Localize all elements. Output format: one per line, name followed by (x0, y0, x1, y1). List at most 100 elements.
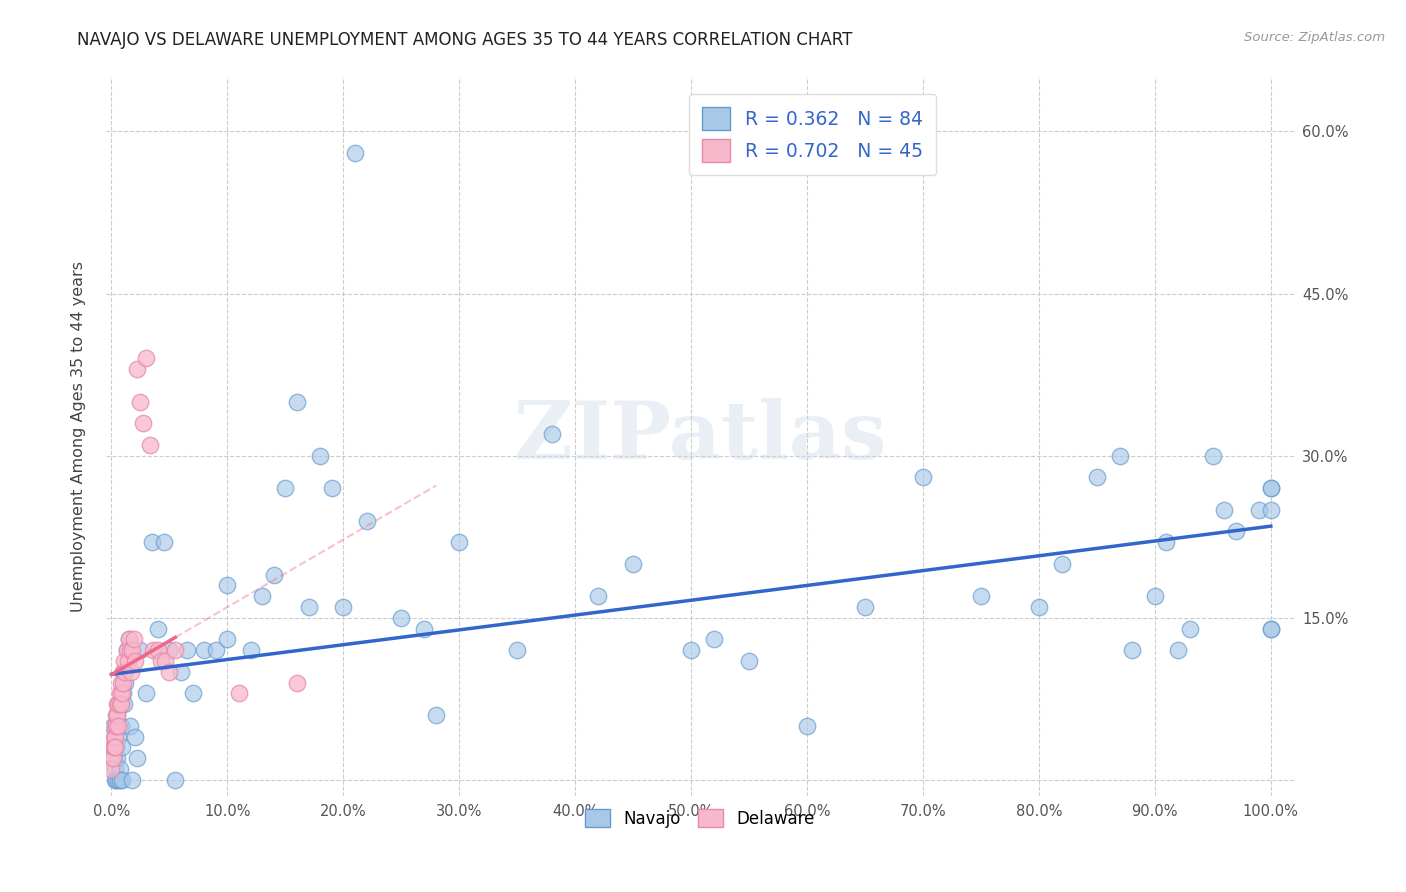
Point (121, 643, 143, 657)
Point (111, 772, 134, 787)
Point (103, 740, 125, 755)
Point (285, 675, 308, 690)
Point (111, 740, 134, 755)
Point (1260, 622, 1282, 636)
Text: Source: ZipAtlas.com: Source: ZipAtlas.com (1244, 31, 1385, 45)
Point (389, 611, 412, 625)
Point (138, 438, 160, 452)
Text: NAVAJO VS DELAWARE UNEMPLOYMENT AMONG AGES 35 TO 44 YEARS CORRELATION CHART: NAVAJO VS DELAWARE UNEMPLOYMENT AMONG AG… (77, 31, 852, 49)
Point (285, 394, 308, 409)
Point (146, 643, 169, 657)
Point (107, 772, 129, 787)
Point (101, 740, 124, 755)
Point (107, 730, 129, 744)
Point (107, 719, 129, 733)
Point (105, 708, 128, 723)
Point (1143, 589, 1166, 603)
Point (108, 762, 131, 776)
Point (681, 643, 703, 657)
Point (135, 686, 157, 700)
Point (125, 362, 148, 376)
Text: ZIPatlas: ZIPatlas (513, 398, 886, 475)
Point (115, 643, 138, 657)
Point (217, 632, 239, 647)
Point (112, 654, 135, 668)
Point (1050, 557, 1073, 571)
Point (153, 654, 176, 668)
Point (104, 719, 127, 733)
Point (150, 654, 173, 668)
Point (1225, 524, 1247, 539)
Point (250, 589, 273, 603)
Legend: Navajo, Delaware: Navajo, Delaware (579, 803, 821, 835)
Point (1260, 502, 1282, 516)
Point (165, 772, 187, 787)
Point (159, 643, 181, 657)
Point (125, 751, 148, 765)
Point (112, 686, 135, 700)
Point (104, 772, 127, 787)
Point (112, 665, 135, 679)
Point (112, 675, 135, 690)
Point (425, 708, 447, 723)
Point (108, 772, 131, 787)
Point (110, 719, 132, 733)
Point (110, 697, 132, 711)
Point (110, 675, 132, 690)
Point (100, 762, 122, 776)
Point (911, 470, 934, 484)
Point (132, 417, 155, 431)
Point (104, 730, 127, 744)
Point (1260, 481, 1282, 495)
Point (970, 589, 993, 603)
Point (108, 697, 131, 711)
Point (541, 427, 564, 442)
Point (413, 622, 436, 636)
Point (1121, 643, 1143, 657)
Point (1167, 643, 1189, 657)
Point (506, 643, 529, 657)
Point (101, 719, 124, 733)
Point (114, 675, 136, 690)
Point (114, 665, 136, 679)
Point (105, 772, 128, 787)
Point (152, 535, 174, 549)
Point (165, 643, 187, 657)
Point (621, 557, 644, 571)
Point (107, 697, 129, 711)
Point (104, 740, 127, 755)
Point (1156, 535, 1178, 549)
Point (332, 599, 354, 614)
Point (142, 643, 165, 657)
Point (124, 730, 146, 744)
Point (217, 578, 239, 592)
Point (146, 622, 169, 636)
Point (738, 654, 761, 668)
Point (1085, 470, 1108, 484)
Point (118, 719, 141, 733)
Point (115, 643, 138, 657)
Point (141, 535, 163, 549)
Point (449, 535, 471, 549)
Point (112, 665, 135, 679)
Point (588, 589, 610, 603)
Point (853, 599, 876, 614)
Point (1028, 599, 1050, 614)
Point (193, 643, 215, 657)
Y-axis label: Unemployment Among Ages 35 to 44 years: Unemployment Among Ages 35 to 44 years (72, 261, 86, 612)
Point (356, 514, 378, 528)
Point (274, 481, 297, 495)
Point (101, 751, 124, 765)
Point (176, 643, 198, 657)
Point (239, 643, 262, 657)
Point (122, 632, 145, 647)
Point (104, 762, 127, 776)
Point (105, 697, 128, 711)
Point (105, 719, 128, 733)
Point (321, 481, 343, 495)
Point (263, 567, 285, 582)
Point (135, 351, 157, 366)
Point (1249, 502, 1271, 516)
Point (1202, 449, 1225, 463)
Point (181, 686, 204, 700)
